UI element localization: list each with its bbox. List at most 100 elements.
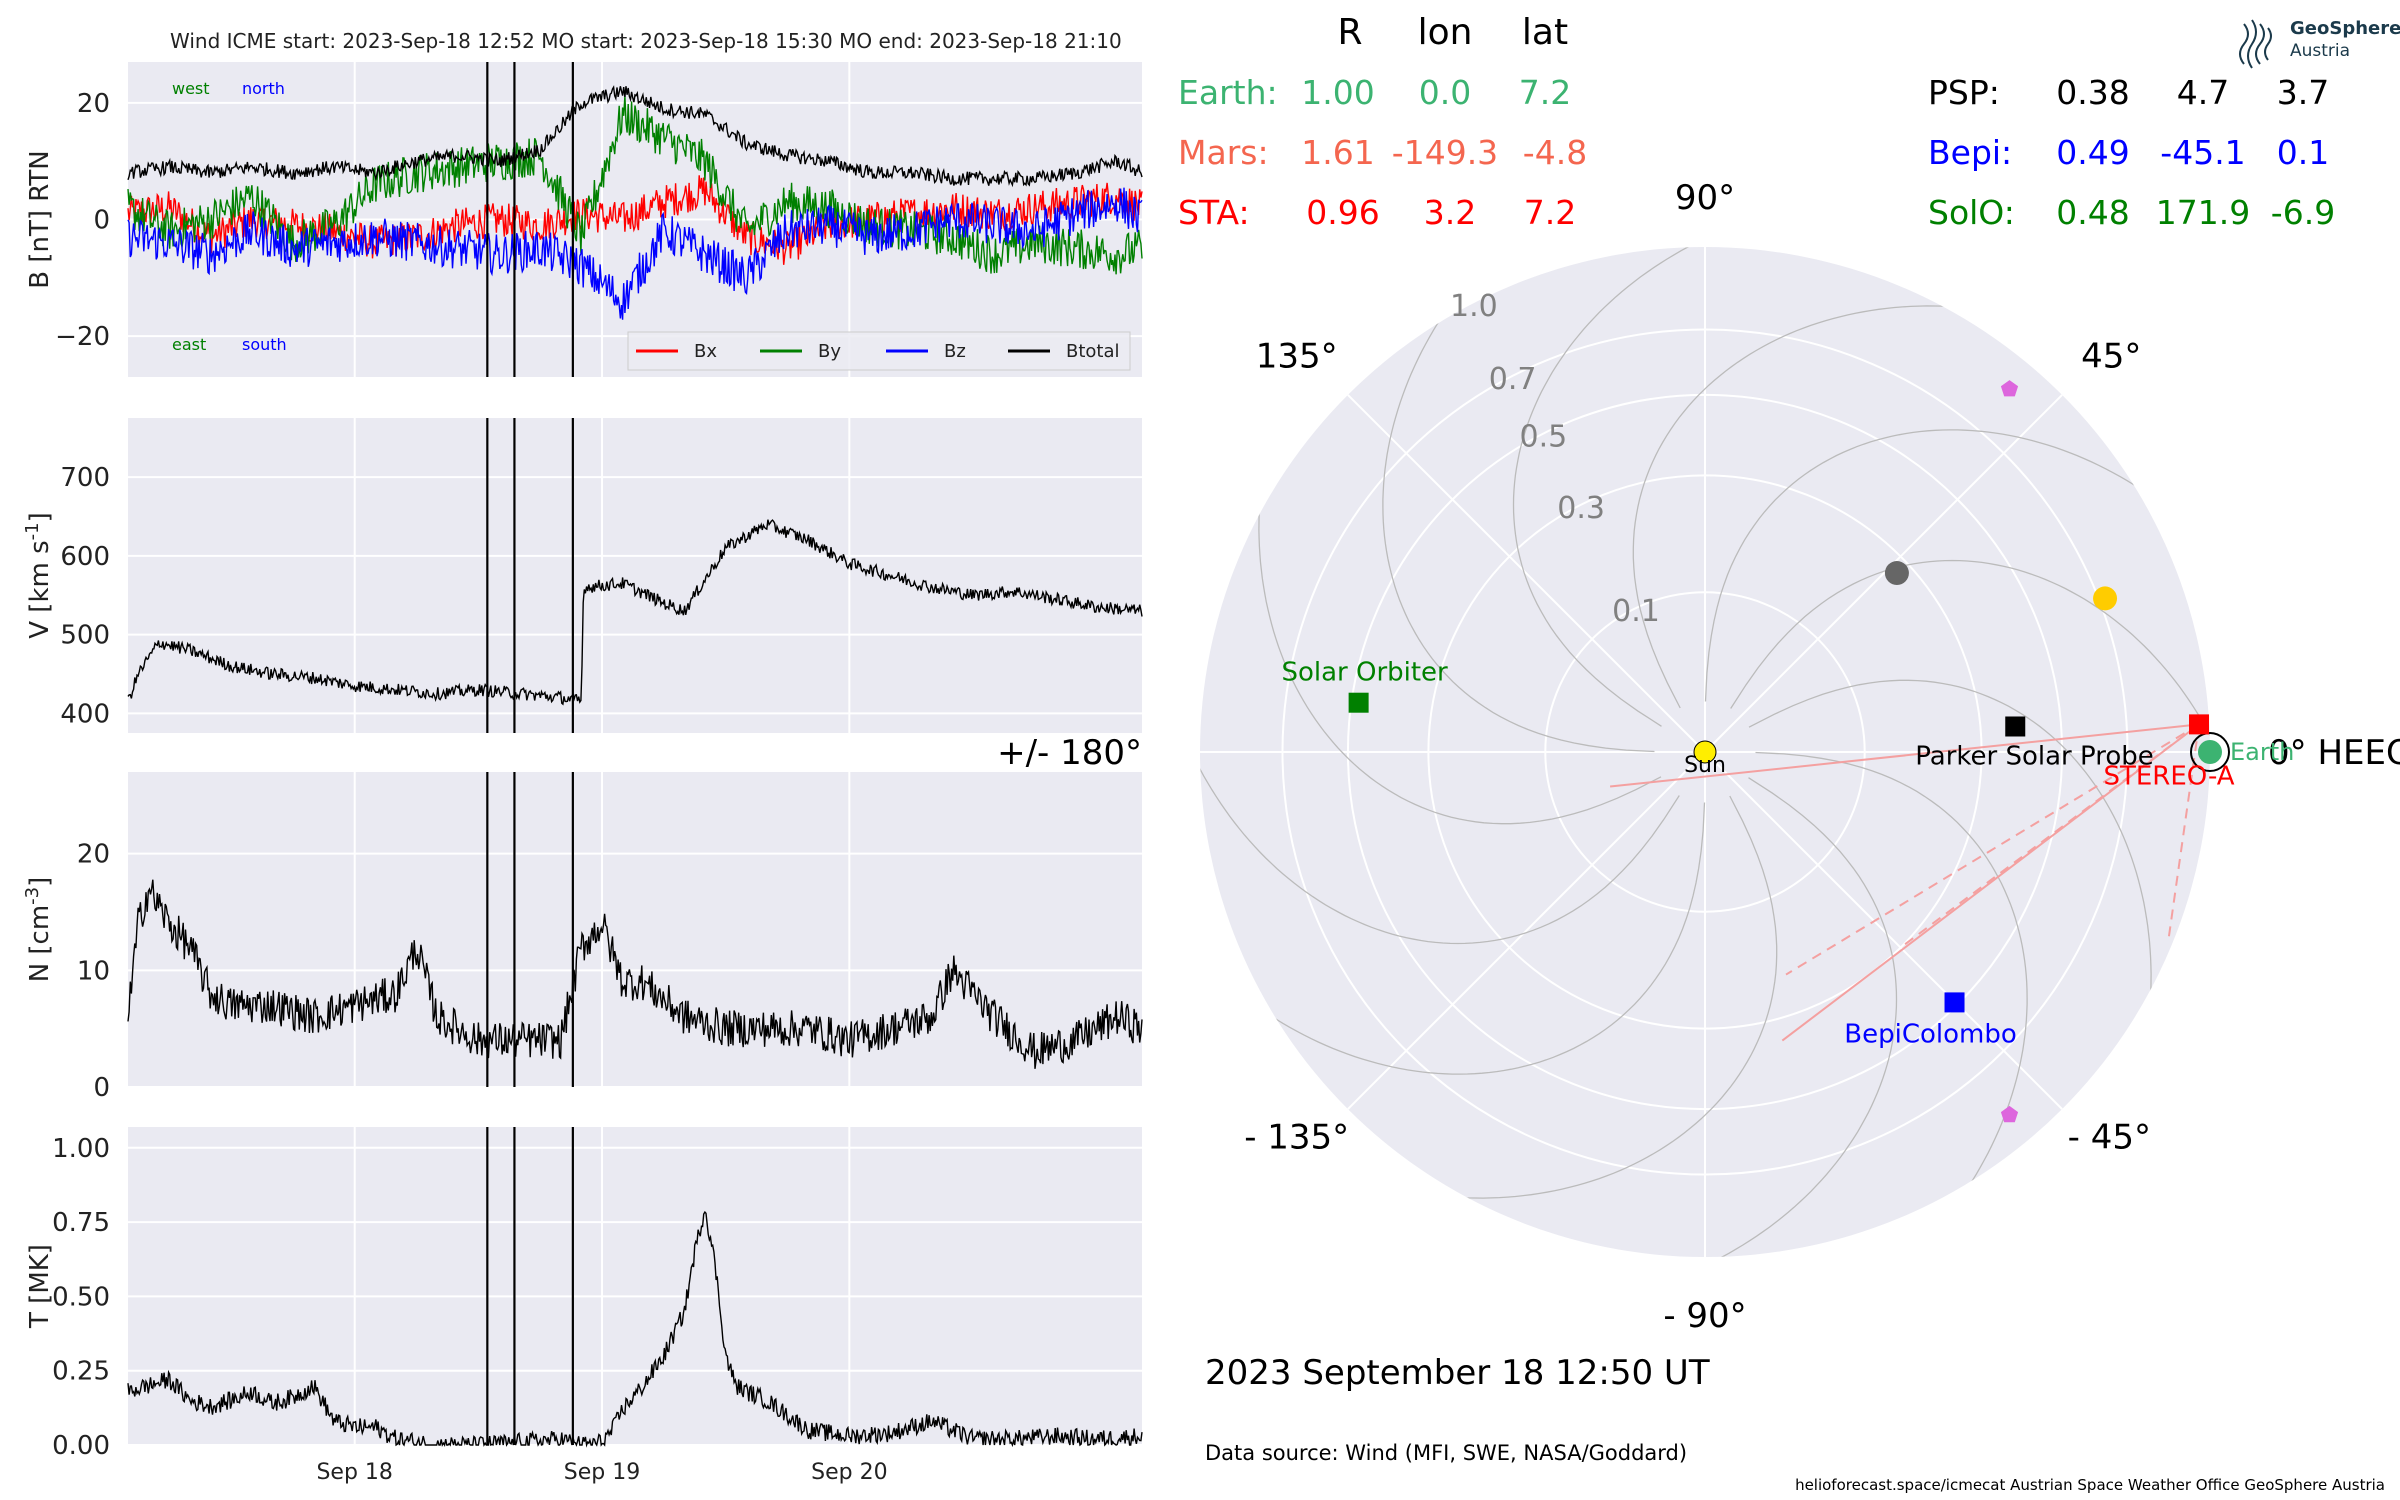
body-parker-solar-probe xyxy=(2005,716,2026,737)
x-tick-label: Sep 20 xyxy=(811,1460,887,1485)
body-marker xyxy=(2000,380,2019,397)
series-n xyxy=(127,879,1143,1069)
panel-background xyxy=(128,772,1142,1087)
sta-lat: 7.2 xyxy=(1524,193,1576,232)
east-annotation: east xyxy=(172,335,206,354)
legend-btotal-label: Btotal xyxy=(1066,341,1120,362)
y-tick-label: 400 xyxy=(60,699,110,729)
earth-lon: 0.0 xyxy=(1419,73,1471,112)
legend-by-label: By xyxy=(818,341,841,362)
legend-bx-label: Bx xyxy=(694,341,717,362)
body-marker xyxy=(1884,561,1909,586)
body-sun-label: Sun xyxy=(1684,753,1726,778)
parker-spiral-line xyxy=(1258,422,1662,825)
solo-r: 0.48 xyxy=(2056,193,2129,232)
col-header-lat: lat xyxy=(1522,12,1568,53)
sta-name: STA: xyxy=(1178,193,1250,232)
body-stereo-a-label: STEREO-A xyxy=(2103,761,2234,791)
body-bepicolombo-label: BepiColombo xyxy=(1844,1019,2017,1049)
y-tick-label: 20 xyxy=(77,89,110,119)
logo-icon xyxy=(2239,19,2272,69)
y-axis-label: T [MK] xyxy=(25,1244,55,1329)
solo-lon: 171.9 xyxy=(2156,193,2250,232)
series-t xyxy=(127,1210,1143,1448)
panel-background xyxy=(128,418,1142,733)
psp-r: 0.38 xyxy=(2056,73,2129,112)
y-tick-label: 0 xyxy=(93,1073,110,1103)
event-header: Wind ICME start: 2023-Sep-18 12:52 MO st… xyxy=(170,29,1122,53)
body-stereo-a xyxy=(2189,714,2210,735)
stereo-a-fov-line xyxy=(1609,723,2200,788)
series-btotal xyxy=(127,85,1143,188)
body-sun xyxy=(1693,740,1717,764)
logo-line1: GeoSphere xyxy=(2290,18,2400,39)
solo-lat: -6.9 xyxy=(2271,193,2335,232)
y-tick-label: 1.00 xyxy=(52,1134,110,1164)
parker-spirals xyxy=(1200,247,2210,1257)
parker-spiral-line xyxy=(1755,751,2028,1255)
geosphere-logo: GeoSphere Austria xyxy=(2239,18,2400,69)
logo-line2: Austria xyxy=(2290,41,2350,61)
y-tick-label: 10 xyxy=(77,956,110,986)
y-tick-label: 0.00 xyxy=(52,1431,110,1461)
y-axis-label: V [km s-1] xyxy=(22,512,55,639)
parker-spiral-line xyxy=(1635,777,1898,1257)
sta-r: 0.96 xyxy=(1306,193,1379,232)
radial-tick-label: 0.1 xyxy=(1612,594,1660,629)
angular-spoke xyxy=(1347,751,1706,1110)
psp-lon: 4.7 xyxy=(2177,73,2229,112)
earth-r: 1.00 xyxy=(1301,73,1374,112)
stereo-a-fov-line xyxy=(2167,724,2201,940)
parker-spiral-line xyxy=(1202,802,1706,1075)
bepi-lat: 0.1 xyxy=(2277,133,2329,172)
parker-spiral-line xyxy=(1382,249,1655,753)
y-axis-label: B [nT] RTN xyxy=(25,150,55,289)
positions-table: R lon lat Earth: 1.00 0.0 7.2 Mars: 1.61… xyxy=(1178,12,2335,232)
radial-tick-label: 0.5 xyxy=(1519,420,1567,455)
psp-name: PSP: xyxy=(1928,73,2000,112)
south-annotation: south xyxy=(242,335,287,354)
angle-label: 90° xyxy=(1675,178,1735,218)
panel-background xyxy=(128,1127,1142,1445)
bepi-r: 0.49 xyxy=(2056,133,2129,172)
col-header-lon: lon xyxy=(1418,12,1473,53)
angular-spoke xyxy=(1704,751,2063,1110)
radial-tick-label: 1.0 xyxy=(1450,289,1498,324)
parker-spiral-line xyxy=(1632,305,2035,709)
angular-spoke xyxy=(1704,394,2063,753)
y-tick-label: 0 xyxy=(93,206,110,236)
psp-lat: 3.7 xyxy=(2277,73,2329,112)
series-bz xyxy=(127,187,1143,320)
b-field-panel: −20 0 20 B [nT] RTN xyxy=(25,62,1143,377)
body-marker xyxy=(2000,1105,2019,1123)
stereo-a-fov-line xyxy=(1785,723,2200,976)
col-header-r: R xyxy=(1337,12,1362,53)
angle-label: +/- 180° xyxy=(997,733,1142,773)
angle-label: - 135° xyxy=(1244,1117,1349,1157)
angle-label: 135° xyxy=(1256,337,1338,377)
footer-credits: helioforecast.space/icmecat Austrian Spa… xyxy=(1795,1476,2385,1494)
y-tick-label: 700 xyxy=(60,463,110,493)
sta-lon: 3.2 xyxy=(1424,193,1476,232)
radial-tick-label: 0.7 xyxy=(1489,362,1537,397)
angle-label: 0° HEEQ xyxy=(2268,733,2400,773)
data-source: Data source: Wind (MFI, SWE, NASA/Goddar… xyxy=(1205,1441,1687,1465)
angular-spoke xyxy=(1347,394,1706,753)
body-marker xyxy=(2093,586,2118,611)
mars-lat: -4.8 xyxy=(1523,133,1587,172)
y-tick-label: 0.25 xyxy=(52,1357,110,1387)
b-legend: Bx By Bz Btotal xyxy=(627,331,1131,371)
density-panel: 0 10 20 N [cm-3] xyxy=(22,772,1143,1103)
body-bepicolombo xyxy=(1944,992,1965,1013)
parker-spiral-line xyxy=(1704,429,2208,702)
y-axis-label: N [cm-3] xyxy=(22,877,55,983)
x-tick-label: Sep 18 xyxy=(316,1460,392,1485)
parker-spiral-line xyxy=(1375,795,1778,1199)
mars-lon: -149.3 xyxy=(1392,133,1498,172)
legend-bz-label: Bz xyxy=(944,341,966,362)
mars-r: 1.61 xyxy=(1301,133,1374,172)
bepi-name: Bepi: xyxy=(1928,133,2012,172)
earth-ring xyxy=(2190,732,2230,772)
angle-label: 45° xyxy=(2081,337,2141,377)
